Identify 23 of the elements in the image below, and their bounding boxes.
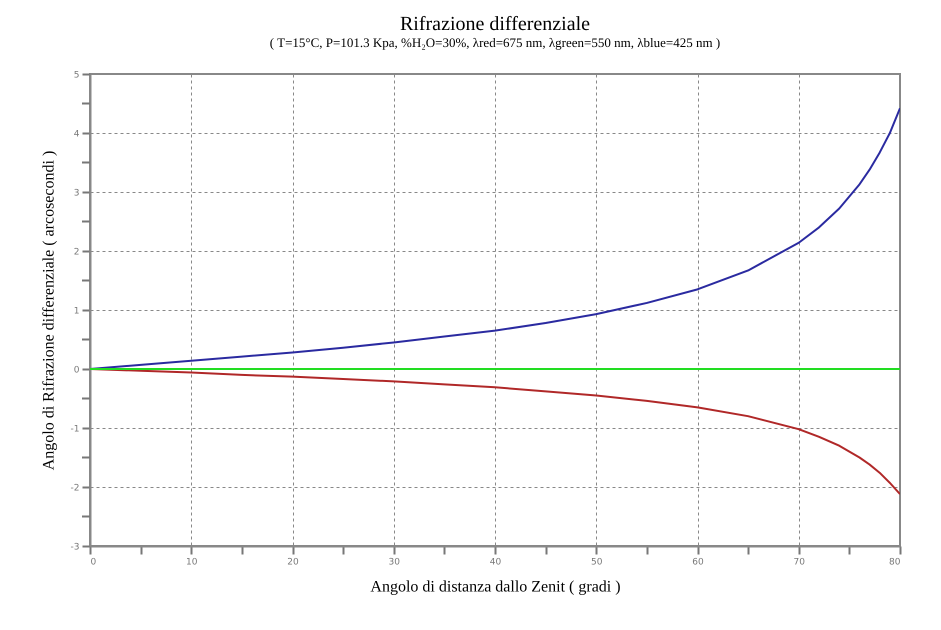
y-tick-label: 0: [74, 366, 80, 376]
chart-subtitle: ( T=15°C, P=101.3 Kpa, %H₂O=30%, λred=675 nm, λgreen=550 nm, λblue=425 nm ): [270, 35, 720, 50]
y-tick-label: 3: [74, 188, 80, 198]
y-tick-label: -3: [70, 542, 80, 552]
x-tick-label: 80: [889, 558, 901, 568]
y-tick-label: 5: [74, 70, 80, 80]
y-tick-label: 2: [74, 248, 80, 258]
y-tick-label: 4: [74, 130, 80, 140]
x-tick-label: 60: [692, 558, 704, 568]
y-tick-label: 1: [74, 306, 80, 316]
y-tick-label: -2: [70, 484, 80, 494]
x-tick-label: 10: [186, 558, 198, 568]
y-tick-label: -1: [70, 424, 80, 434]
chart-title: Rifrazione differenziale: [400, 13, 590, 35]
x-tick-label: 30: [388, 558, 400, 568]
x-axis-title: Angolo di distanza dallo Zenit ( gradi ): [370, 578, 621, 596]
x-tick-label: 40: [490, 558, 502, 568]
x-tick-label: 50: [591, 558, 603, 568]
x-tick-label: 0: [90, 558, 96, 568]
y-axis-title: Angolo di Rifrazione differenziale ( arcosecondi ): [40, 150, 58, 470]
x-tick-label: 20: [287, 558, 299, 568]
line-series: [90, 107, 900, 370]
x-tick-label: 70: [794, 558, 806, 568]
